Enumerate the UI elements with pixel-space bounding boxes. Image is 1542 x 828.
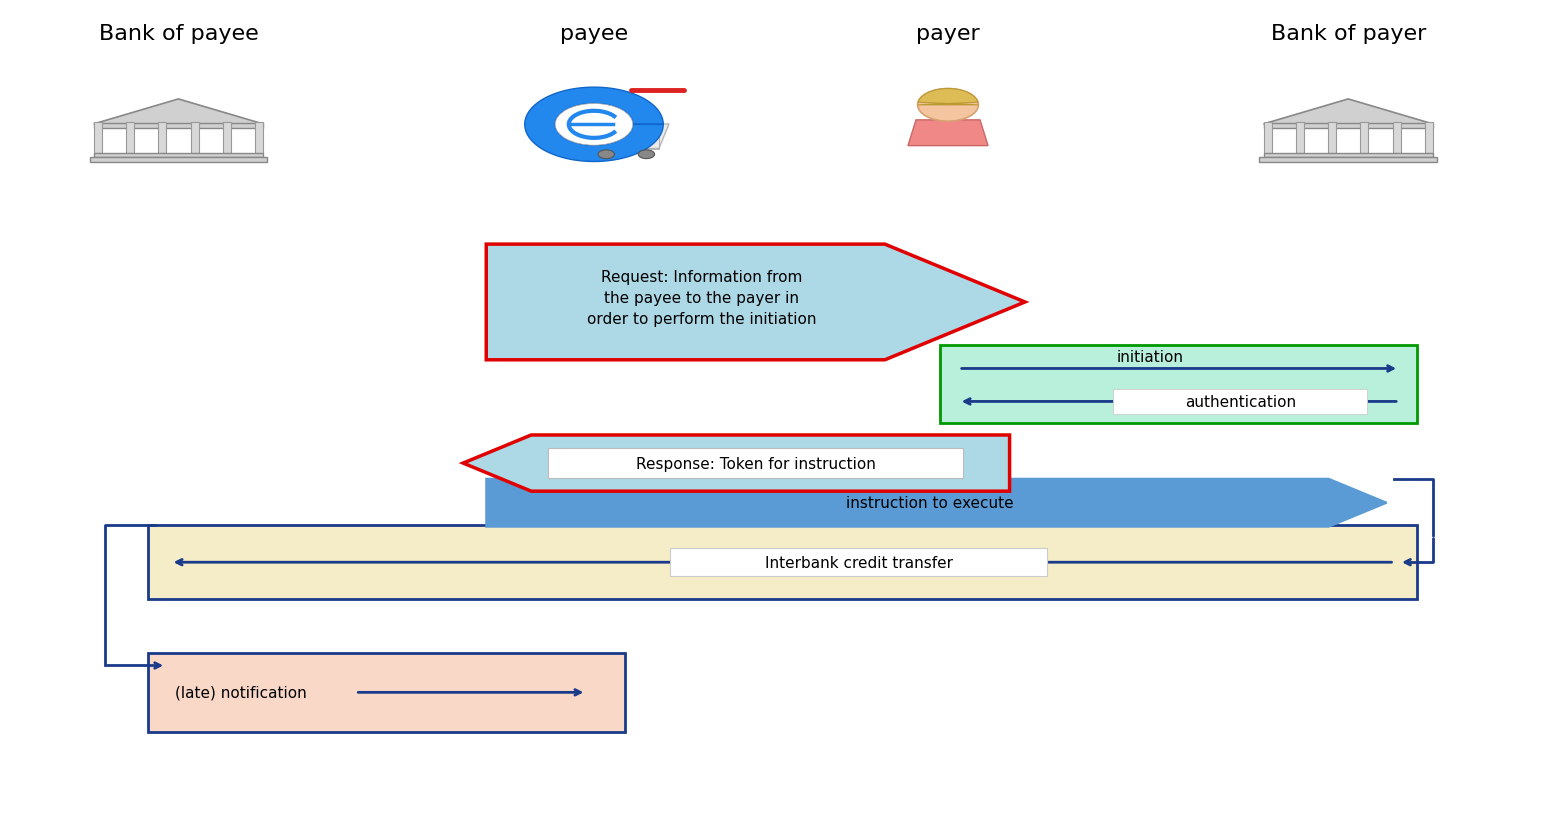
Polygon shape [486,479,1386,527]
Text: initiation: initiation [1116,350,1184,365]
Polygon shape [1263,100,1433,125]
Bar [1263,123,1272,154]
Bar [1260,157,1437,162]
Polygon shape [486,245,1025,360]
Bar [222,123,231,154]
Bar [1295,123,1305,154]
Bar [148,526,1417,599]
Polygon shape [583,125,669,149]
Bar [126,123,134,154]
Text: Bank of payer: Bank of payer [1271,24,1426,45]
Bar [1392,123,1400,154]
Circle shape [917,89,979,122]
Polygon shape [917,89,979,106]
Text: authentication: authentication [1184,394,1295,409]
Bar [941,345,1417,424]
Bar [1113,389,1368,414]
Bar [94,123,102,154]
Text: instruction to execute: instruction to execute [845,496,1013,511]
Polygon shape [908,121,988,147]
Bar [94,154,264,158]
Circle shape [638,151,654,160]
Text: Request: Information from
the payee to the payer in
order to perform the initiat: Request: Information from the payee to t… [588,270,816,327]
Text: Bank of payee: Bank of payee [99,24,258,45]
Bar [159,123,167,154]
Bar [1328,123,1335,154]
Bar [148,653,625,732]
Text: (late) notification: (late) notification [176,685,307,700]
Bar [1263,154,1433,158]
Polygon shape [524,88,663,162]
Bar [671,548,1047,576]
Bar [1360,123,1368,154]
Text: Interbank credit transfer: Interbank credit transfer [765,555,953,570]
Bar [547,449,964,479]
Bar [1425,123,1433,154]
Bar [94,124,264,128]
Text: payee: payee [560,24,628,45]
Bar [1263,124,1433,128]
Circle shape [555,104,632,146]
Text: payer: payer [916,24,979,45]
Polygon shape [463,436,1010,492]
Bar [254,123,264,154]
Polygon shape [94,100,264,125]
Text: Response: Token for instruction: Response: Token for instruction [635,456,876,471]
Bar [191,123,199,154]
Circle shape [598,151,614,160]
Bar [89,157,267,162]
